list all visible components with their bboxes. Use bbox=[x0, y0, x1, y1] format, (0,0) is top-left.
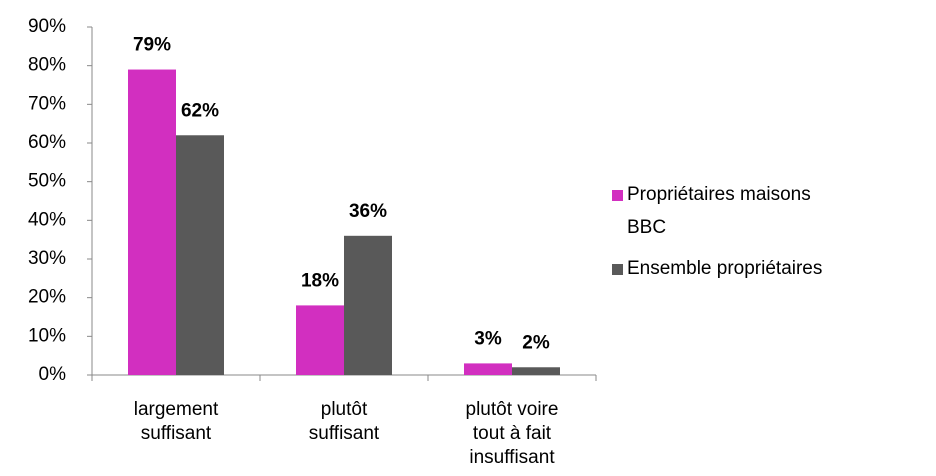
legend-label: Ensemble propriétaires bbox=[627, 258, 822, 279]
x-tick-label: largement suffisant bbox=[134, 399, 219, 444]
legend-swatch bbox=[612, 264, 623, 275]
legend-label: Propriétaires maisons BBC bbox=[627, 184, 811, 238]
y-tick-label: 20% bbox=[28, 287, 66, 308]
data-label: 79% bbox=[133, 35, 171, 56]
data-label: 2% bbox=[522, 332, 550, 353]
bar bbox=[296, 305, 344, 375]
bar bbox=[464, 363, 512, 375]
y-tick-label: 50% bbox=[28, 171, 66, 192]
y-tick-label: 10% bbox=[28, 325, 66, 346]
data-label: 36% bbox=[349, 201, 387, 222]
y-tick-label: 80% bbox=[28, 55, 66, 76]
data-label: 62% bbox=[181, 100, 219, 121]
bar bbox=[344, 235, 392, 375]
x-tick-label: plutôt suffisant bbox=[309, 399, 380, 444]
data-label: 18% bbox=[301, 270, 339, 291]
y-tick-label: 40% bbox=[28, 209, 66, 230]
y-tick-label: 30% bbox=[28, 248, 66, 269]
y-tick-label: 60% bbox=[28, 132, 66, 153]
bar bbox=[128, 69, 176, 376]
legend-swatch bbox=[612, 190, 623, 201]
bar bbox=[176, 135, 224, 375]
data-label: 3% bbox=[474, 328, 502, 349]
y-tick-label: 90% bbox=[28, 16, 66, 37]
x-tick-label: plutôt voire tout à fait insuffisant bbox=[466, 399, 559, 468]
y-tick-label: 70% bbox=[28, 93, 66, 114]
y-tick-label: 0% bbox=[39, 364, 67, 385]
bar bbox=[512, 367, 560, 375]
